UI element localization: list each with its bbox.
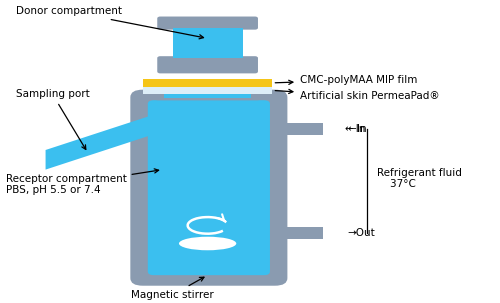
Text: Magnetic stirrer: Magnetic stirrer [132, 277, 214, 300]
Ellipse shape [179, 237, 236, 250]
FancyBboxPatch shape [158, 56, 258, 73]
FancyBboxPatch shape [156, 86, 260, 100]
FancyBboxPatch shape [130, 90, 288, 286]
Text: Artificial skin PermeaPad®: Artificial skin PermeaPad® [275, 89, 440, 102]
Text: ← In: ← In [344, 124, 366, 134]
Bar [143, 79, 272, 87]
Polygon shape [46, 109, 170, 170]
FancyBboxPatch shape [148, 100, 270, 275]
Text: →Out: →Out [347, 228, 375, 238]
Text: Donor compartment: Donor compartment [16, 6, 204, 39]
Bar [276, 227, 324, 239]
Text: Sampling port: Sampling port [16, 89, 90, 149]
Bar [172, 28, 242, 58]
Bar [143, 87, 272, 94]
Text: Refrigerant fluid
    37°C: Refrigerant fluid 37°C [377, 168, 462, 189]
Text: ←In: ←In [347, 124, 366, 134]
Bar [276, 123, 324, 135]
Text: CMC-polyMAA MIP film: CMC-polyMAA MIP film [275, 75, 417, 85]
FancyBboxPatch shape [158, 17, 258, 30]
Text: Receptor compartment
PBS, pH 5.5 or 7.4: Receptor compartment PBS, pH 5.5 or 7.4 [6, 169, 158, 195]
Bar [164, 89, 252, 98]
